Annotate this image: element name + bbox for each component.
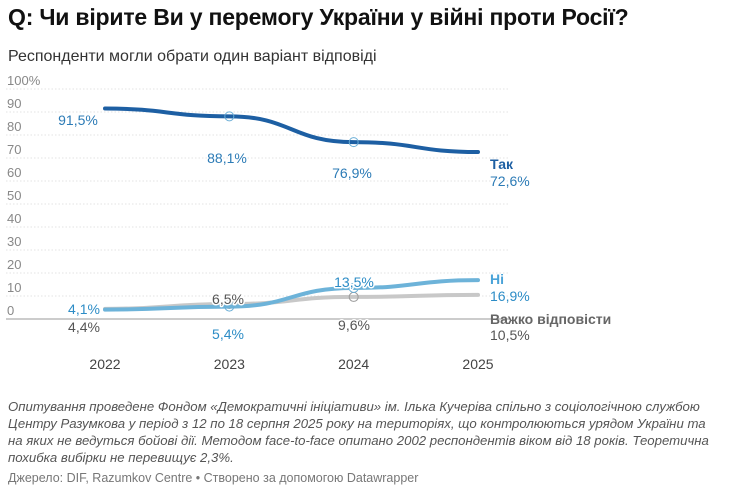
y-tick-label: 100% [7,76,41,88]
series-label-tak: Так [490,156,514,172]
y-tick-label: 90 [7,96,21,111]
data-label: 72,6% [490,173,530,189]
data-label: 13,5% [334,274,374,290]
series-label-ni: Ні [490,271,504,287]
y-tick-label: 80 [7,119,21,134]
y-tick-label: 40 [7,211,21,226]
data-point-marker [348,282,359,293]
x-tick-label: 2025 [462,356,493,372]
y-tick-label: 10 [7,280,21,295]
data-label: 6,5% [212,291,244,307]
y-tick-label: 60 [7,165,21,180]
series-line-ni [103,278,480,312]
data-point-marker [224,301,235,312]
y-tick-label: 30 [7,234,21,249]
series-label-vazhko: Важко відповісти [490,311,611,327]
y-tick-label: 70 [7,142,21,157]
source-credit: Джерело: DIF, Razumkov Centre • Створено… [8,471,419,485]
data-label: 5,4% [212,326,244,342]
y-tick-label: 50 [7,188,21,203]
series-line-tak [103,106,480,155]
x-tick-label: 2023 [214,356,245,372]
data-label: 4,4% [68,319,100,335]
data-label: 4,1% [68,301,100,317]
y-tick-label: 20 [7,257,21,272]
chart-title: Q: Чи вірите Ви у перемогу України у вій… [8,4,629,30]
x-tick-label: 2024 [338,356,369,372]
data-point-marker [224,111,235,122]
data-point-marker [348,137,359,148]
data-label: 88,1% [207,150,247,166]
data-label: 9,6% [338,317,370,333]
data-label: 76,9% [332,165,372,181]
chart-subtitle: Респонденти могли обрати один варіант ві… [8,48,377,65]
methodology-note: Опитування проведене Фондом «Демократичн… [8,399,709,465]
y-tick-label: 0 [7,303,14,318]
data-label: 10,5% [490,327,530,343]
x-tick-label: 2022 [89,356,120,372]
data-label: 91,5% [58,112,98,128]
data-label: 16,9% [490,288,530,304]
